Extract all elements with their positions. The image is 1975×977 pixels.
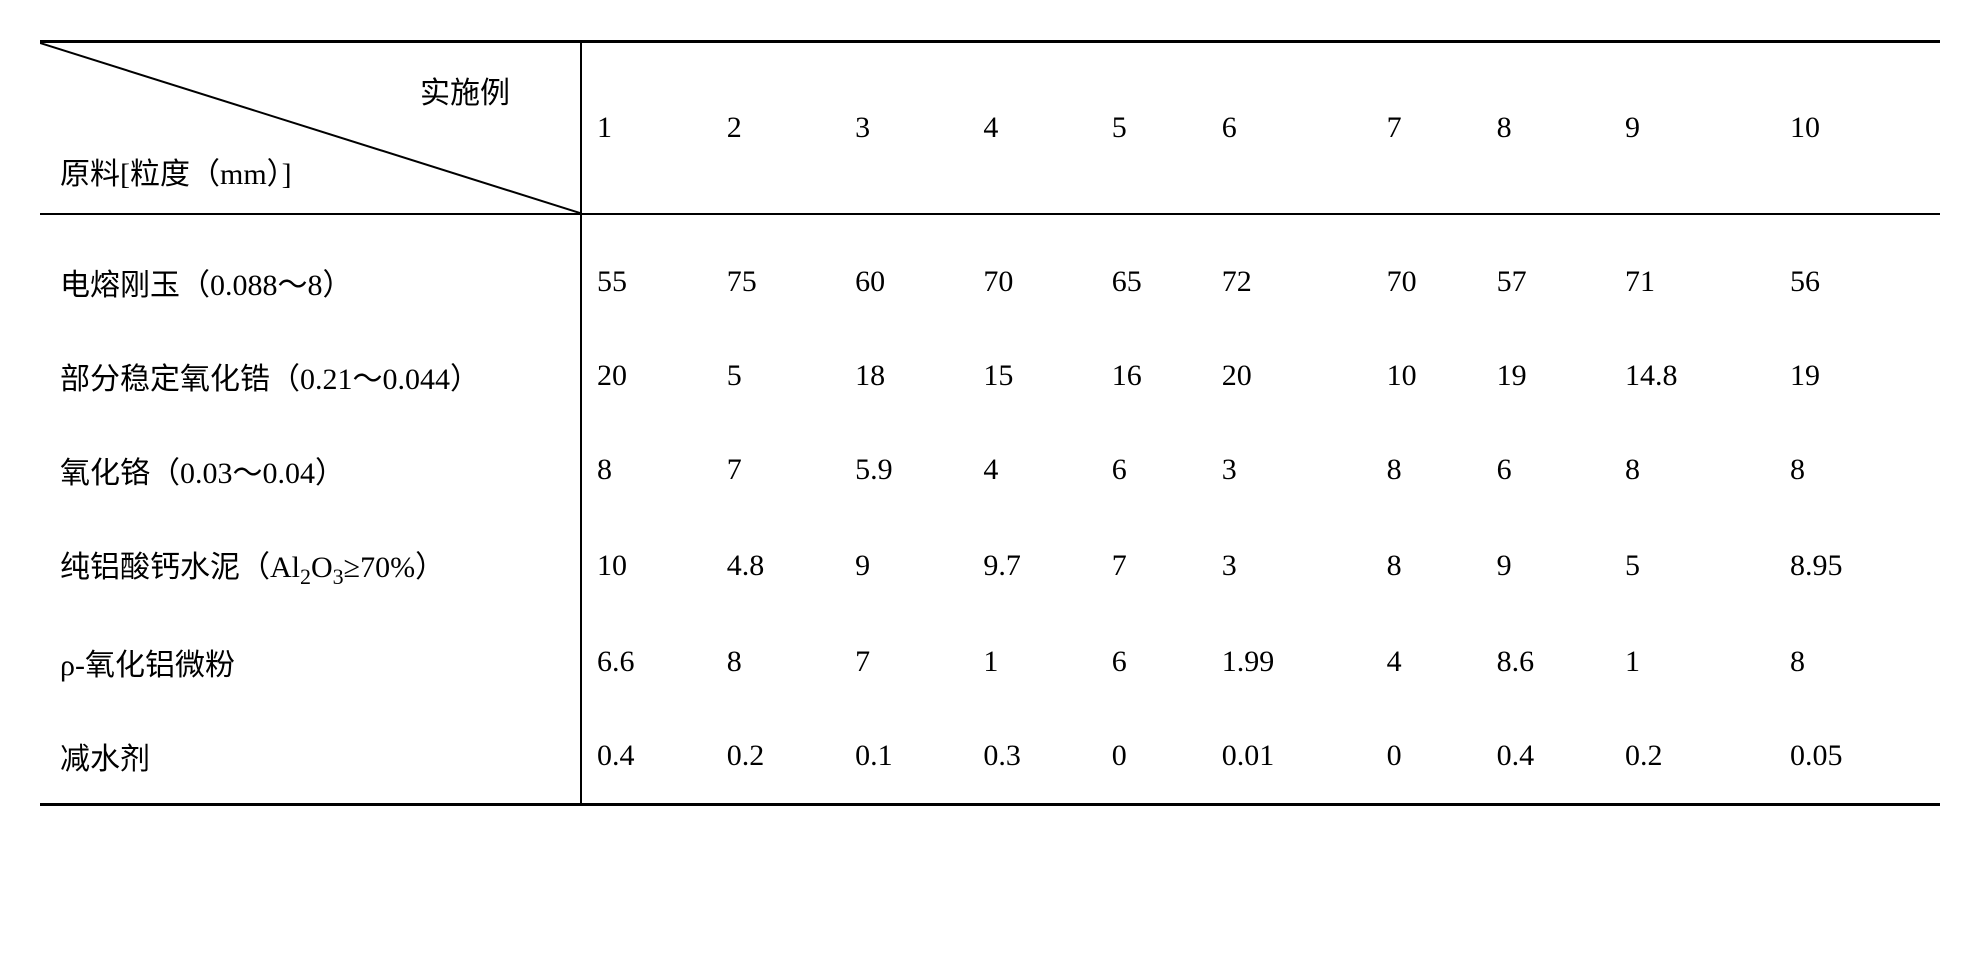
data-cell: 0.3 <box>968 709 1096 805</box>
data-cell: 60 <box>840 235 968 329</box>
column-header: 7 <box>1372 42 1482 215</box>
data-cell: 0.4 <box>1482 709 1610 805</box>
data-cell: 6.6 <box>581 615 712 709</box>
row-label: 电熔刚玉（0.088～8） <box>40 235 581 329</box>
data-cell: 4 <box>968 423 1096 517</box>
data-cell: 0.2 <box>1610 709 1775 805</box>
data-cell: 10 <box>1372 329 1482 423</box>
table-row: ρ-氧化铝微粉 6.6 8 7 1 6 1.99 4 8.6 1 8 <box>40 615 1940 709</box>
column-header: 3 <box>840 42 968 215</box>
row-label: 部分稳定氧化锆（0.21～0.044） <box>40 329 581 423</box>
column-header: 4 <box>968 42 1096 215</box>
data-cell: 65 <box>1097 235 1207 329</box>
data-cell: 19 <box>1775 329 1940 423</box>
data-cell: 6 <box>1482 423 1610 517</box>
data-cell: 3 <box>1207 517 1372 615</box>
data-cell: 0.2 <box>712 709 840 805</box>
composition-table: 实施例 原料[粒度（mm）] 1 2 3 4 5 6 7 8 9 10 电熔刚玉… <box>40 40 1940 806</box>
data-cell: 71 <box>1610 235 1775 329</box>
data-cell: 9.7 <box>968 517 1096 615</box>
data-cell: 0.1 <box>840 709 968 805</box>
data-cell: 8 <box>1372 517 1482 615</box>
column-group-label: 实施例 <box>420 68 510 112</box>
data-cell: 19 <box>1482 329 1610 423</box>
row-label: 减水剂 <box>40 709 581 805</box>
spacer-row <box>40 214 1940 235</box>
data-cell: 56 <box>1775 235 1940 329</box>
data-table-container: 实施例 原料[粒度（mm）] 1 2 3 4 5 6 7 8 9 10 电熔刚玉… <box>40 40 1940 806</box>
data-cell: 7 <box>1097 517 1207 615</box>
table-row: 部分稳定氧化锆（0.21～0.044） 20 5 18 15 16 20 10 … <box>40 329 1940 423</box>
data-cell: 70 <box>1372 235 1482 329</box>
data-cell: 8.95 <box>1775 517 1940 615</box>
table-row: 氧化铬（0.03～0.04） 8 7 5.9 4 6 3 8 6 8 8 <box>40 423 1940 517</box>
column-header: 6 <box>1207 42 1372 215</box>
data-cell: 10 <box>581 517 712 615</box>
data-cell: 75 <box>712 235 840 329</box>
data-cell: 20 <box>581 329 712 423</box>
data-cell: 5 <box>1610 517 1775 615</box>
data-cell: 1.99 <box>1207 615 1372 709</box>
column-header: 5 <box>1097 42 1207 215</box>
data-cell: 6 <box>1097 423 1207 517</box>
table-row: 纯铝酸钙水泥（Al2O3≥70%） 10 4.8 9 9.7 7 3 8 9 5… <box>40 517 1940 615</box>
data-cell: 1 <box>1610 615 1775 709</box>
column-header: 8 <box>1482 42 1610 215</box>
data-cell: 15 <box>968 329 1096 423</box>
data-cell: 72 <box>1207 235 1372 329</box>
data-cell: 9 <box>840 517 968 615</box>
column-header: 1 <box>581 42 712 215</box>
row-group-label: 原料[粒度（mm）] <box>60 149 292 193</box>
data-cell: 4 <box>1372 615 1482 709</box>
data-cell: 20 <box>1207 329 1372 423</box>
data-cell: 8 <box>1372 423 1482 517</box>
data-cell: 0.01 <box>1207 709 1372 805</box>
row-label: ρ-氧化铝微粉 <box>40 615 581 709</box>
diagonal-header-cell: 实施例 原料[粒度（mm）] <box>40 42 581 215</box>
data-cell: 9 <box>1482 517 1610 615</box>
table-row: 减水剂 0.4 0.2 0.1 0.3 0 0.01 0 0.4 0.2 0.0… <box>40 709 1940 805</box>
data-cell: 3 <box>1207 423 1372 517</box>
data-cell: 4.8 <box>712 517 840 615</box>
data-cell: 6 <box>1097 615 1207 709</box>
data-cell: 8 <box>712 615 840 709</box>
data-cell: 70 <box>968 235 1096 329</box>
row-label: 纯铝酸钙水泥（Al2O3≥70%） <box>40 517 581 615</box>
data-cell: 16 <box>1097 329 1207 423</box>
data-cell: 8.6 <box>1482 615 1610 709</box>
data-cell: 0.05 <box>1775 709 1940 805</box>
data-cell: 8 <box>1775 615 1940 709</box>
data-cell: 57 <box>1482 235 1610 329</box>
data-cell: 8 <box>1775 423 1940 517</box>
data-cell: 1 <box>968 615 1096 709</box>
table-header-row: 实施例 原料[粒度（mm）] 1 2 3 4 5 6 7 8 9 10 <box>40 42 1940 215</box>
data-cell: 8 <box>581 423 712 517</box>
data-cell: 7 <box>840 615 968 709</box>
data-cell: 14.8 <box>1610 329 1775 423</box>
column-header: 10 <box>1775 42 1940 215</box>
table-row: 电熔刚玉（0.088～8） 55 75 60 70 65 72 70 57 71… <box>40 235 1940 329</box>
data-cell: 18 <box>840 329 968 423</box>
data-cell: 0 <box>1097 709 1207 805</box>
data-cell: 5 <box>712 329 840 423</box>
data-cell: 55 <box>581 235 712 329</box>
data-cell: 0.4 <box>581 709 712 805</box>
row-label: 氧化铬（0.03～0.04） <box>40 423 581 517</box>
data-cell: 5.9 <box>840 423 968 517</box>
column-header: 2 <box>712 42 840 215</box>
column-header: 9 <box>1610 42 1775 215</box>
data-cell: 8 <box>1610 423 1775 517</box>
data-cell: 7 <box>712 423 840 517</box>
data-cell: 0 <box>1372 709 1482 805</box>
